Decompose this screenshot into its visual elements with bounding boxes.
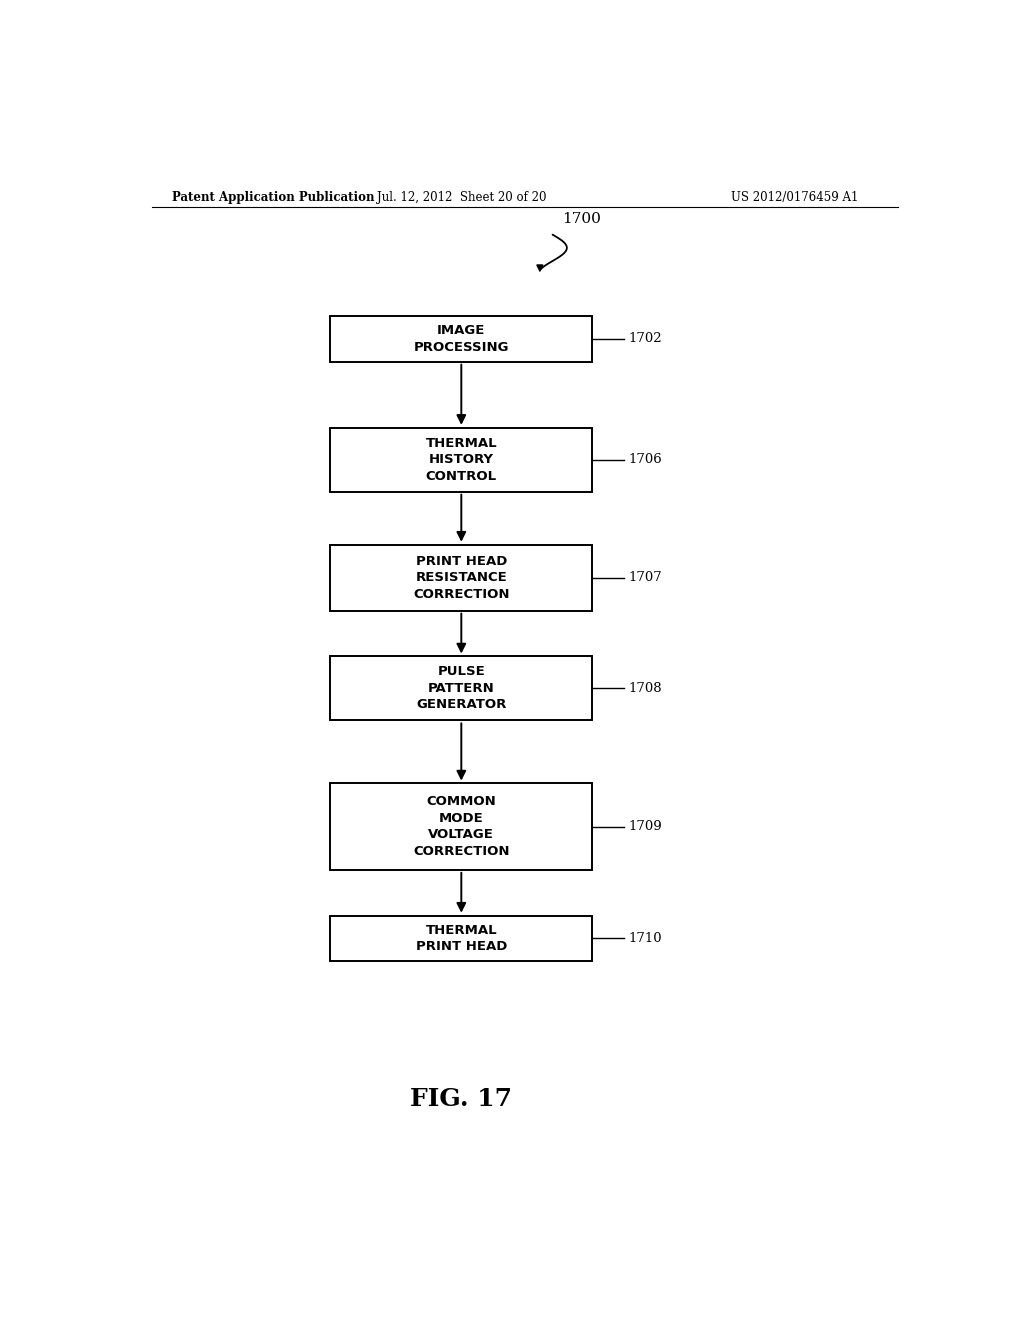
Text: Jul. 12, 2012  Sheet 20 of 20: Jul. 12, 2012 Sheet 20 of 20 [377, 190, 546, 203]
Bar [331, 916, 592, 961]
Text: COMMON
MODE
VOLTAGE
CORRECTION: COMMON MODE VOLTAGE CORRECTION [413, 796, 510, 858]
Bar [331, 656, 592, 721]
Text: FIG. 17: FIG. 17 [411, 1086, 512, 1110]
Bar [331, 315, 592, 362]
Bar [331, 784, 592, 870]
Text: THERMAL
HISTORY
CONTROL: THERMAL HISTORY CONTROL [426, 437, 497, 483]
Text: 1702: 1702 [628, 333, 662, 346]
Text: 1709: 1709 [628, 820, 662, 833]
Text: PULSE
PATTERN
GENERATOR: PULSE PATTERN GENERATOR [416, 665, 507, 711]
Text: 1710: 1710 [628, 932, 662, 945]
Text: THERMAL
PRINT HEAD: THERMAL PRINT HEAD [416, 924, 507, 953]
Text: 1708: 1708 [628, 682, 662, 694]
Text: IMAGE
PROCESSING: IMAGE PROCESSING [414, 325, 509, 354]
Bar [331, 545, 592, 611]
Text: US 2012/0176459 A1: US 2012/0176459 A1 [731, 190, 858, 203]
Bar [331, 428, 592, 492]
Text: PRINT HEAD
RESISTANCE
CORRECTION: PRINT HEAD RESISTANCE CORRECTION [413, 554, 510, 601]
Text: 1707: 1707 [628, 572, 662, 585]
Text: 1706: 1706 [628, 453, 662, 466]
Text: 1700: 1700 [562, 213, 601, 227]
Text: Patent Application Publication: Patent Application Publication [172, 190, 374, 203]
